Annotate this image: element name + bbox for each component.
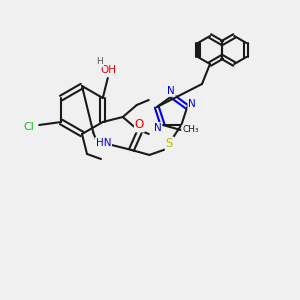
Text: N: N bbox=[154, 123, 161, 133]
Text: CH₃: CH₃ bbox=[182, 125, 199, 134]
Text: N: N bbox=[188, 99, 196, 109]
Text: OH: OH bbox=[101, 65, 117, 75]
Text: Cl: Cl bbox=[24, 122, 35, 132]
Text: S: S bbox=[166, 137, 173, 150]
Text: O: O bbox=[135, 118, 144, 131]
Text: H: H bbox=[96, 58, 103, 67]
Text: N: N bbox=[167, 86, 175, 96]
Text: HN: HN bbox=[96, 138, 111, 148]
